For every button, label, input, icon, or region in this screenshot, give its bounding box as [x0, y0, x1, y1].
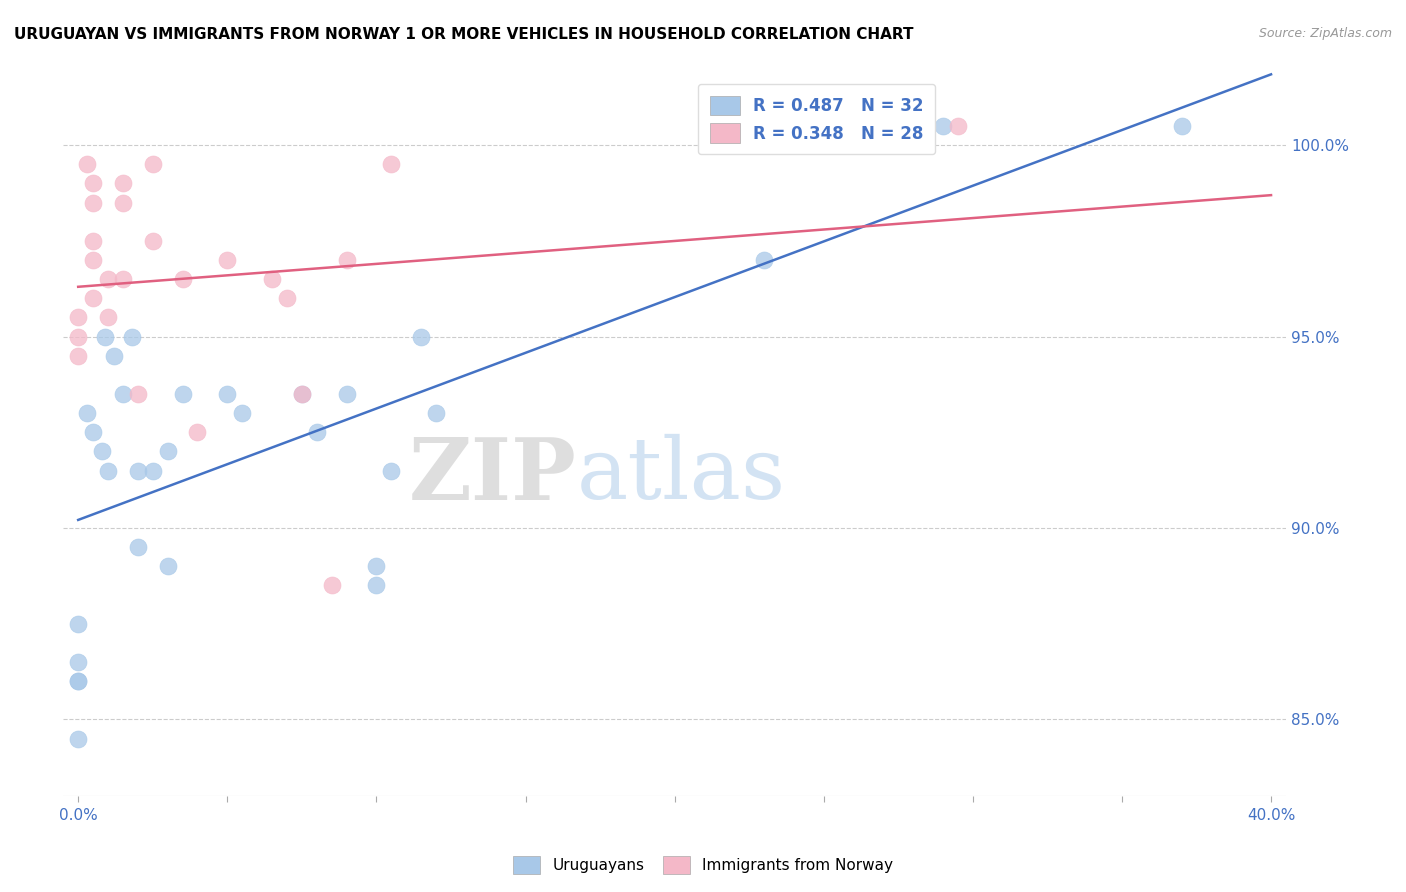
Point: [172, 272, 194, 286]
Point: [156, 559, 179, 574]
Point: [67, 329, 90, 343]
Point: [97, 464, 120, 478]
Point: [67, 655, 90, 669]
Point: [142, 234, 165, 248]
Point: [127, 387, 149, 401]
Point: [67, 731, 90, 746]
Point: [1170, 119, 1192, 133]
Point: [82, 195, 104, 210]
Point: [366, 578, 388, 592]
Text: URUGUAYAN VS IMMIGRANTS FROM NORWAY 1 OR MORE VEHICLES IN HOUSEHOLD CORRELATION : URUGUAYAN VS IMMIGRANTS FROM NORWAY 1 OR…: [14, 27, 914, 42]
Legend: R = 0.487   N = 32, R = 0.348   N = 28: R = 0.487 N = 32, R = 0.348 N = 28: [699, 84, 935, 154]
Point: [291, 387, 314, 401]
Point: [156, 444, 179, 458]
Text: ZIP: ZIP: [409, 434, 576, 518]
Point: [111, 387, 134, 401]
Point: [411, 329, 433, 343]
Point: [932, 119, 955, 133]
Point: [217, 387, 239, 401]
Point: [82, 234, 104, 248]
Point: [186, 425, 208, 440]
Point: [82, 252, 104, 267]
Point: [91, 444, 114, 458]
Point: [127, 464, 149, 478]
Point: [142, 157, 165, 171]
Point: [67, 674, 90, 689]
Point: [111, 272, 134, 286]
Point: [425, 406, 447, 420]
Point: [752, 252, 775, 267]
Point: [82, 177, 104, 191]
Point: [82, 425, 104, 440]
Point: [231, 406, 253, 420]
Point: [94, 329, 117, 343]
Point: [67, 616, 90, 631]
Legend: Uruguayans, Immigrants from Norway: Uruguayans, Immigrants from Norway: [506, 850, 900, 880]
Point: [946, 119, 969, 133]
Point: [67, 674, 90, 689]
Point: [380, 157, 402, 171]
Point: [76, 157, 98, 171]
Point: [366, 559, 388, 574]
Point: [380, 464, 402, 478]
Point: [172, 387, 194, 401]
Point: [335, 387, 357, 401]
Text: atlas: atlas: [576, 434, 786, 517]
Point: [305, 425, 328, 440]
Point: [97, 272, 120, 286]
Point: [67, 349, 90, 363]
Point: [260, 272, 283, 286]
Point: [321, 578, 343, 592]
Point: [276, 291, 298, 305]
Text: Source: ZipAtlas.com: Source: ZipAtlas.com: [1258, 27, 1392, 40]
Point: [142, 464, 165, 478]
Point: [111, 177, 134, 191]
Point: [76, 406, 98, 420]
Point: [97, 310, 120, 325]
Point: [121, 329, 143, 343]
Point: [82, 291, 104, 305]
Point: [111, 195, 134, 210]
Point: [67, 310, 90, 325]
Point: [127, 540, 149, 554]
Point: [217, 252, 239, 267]
Point: [291, 387, 314, 401]
Point: [335, 252, 357, 267]
Point: [103, 349, 125, 363]
